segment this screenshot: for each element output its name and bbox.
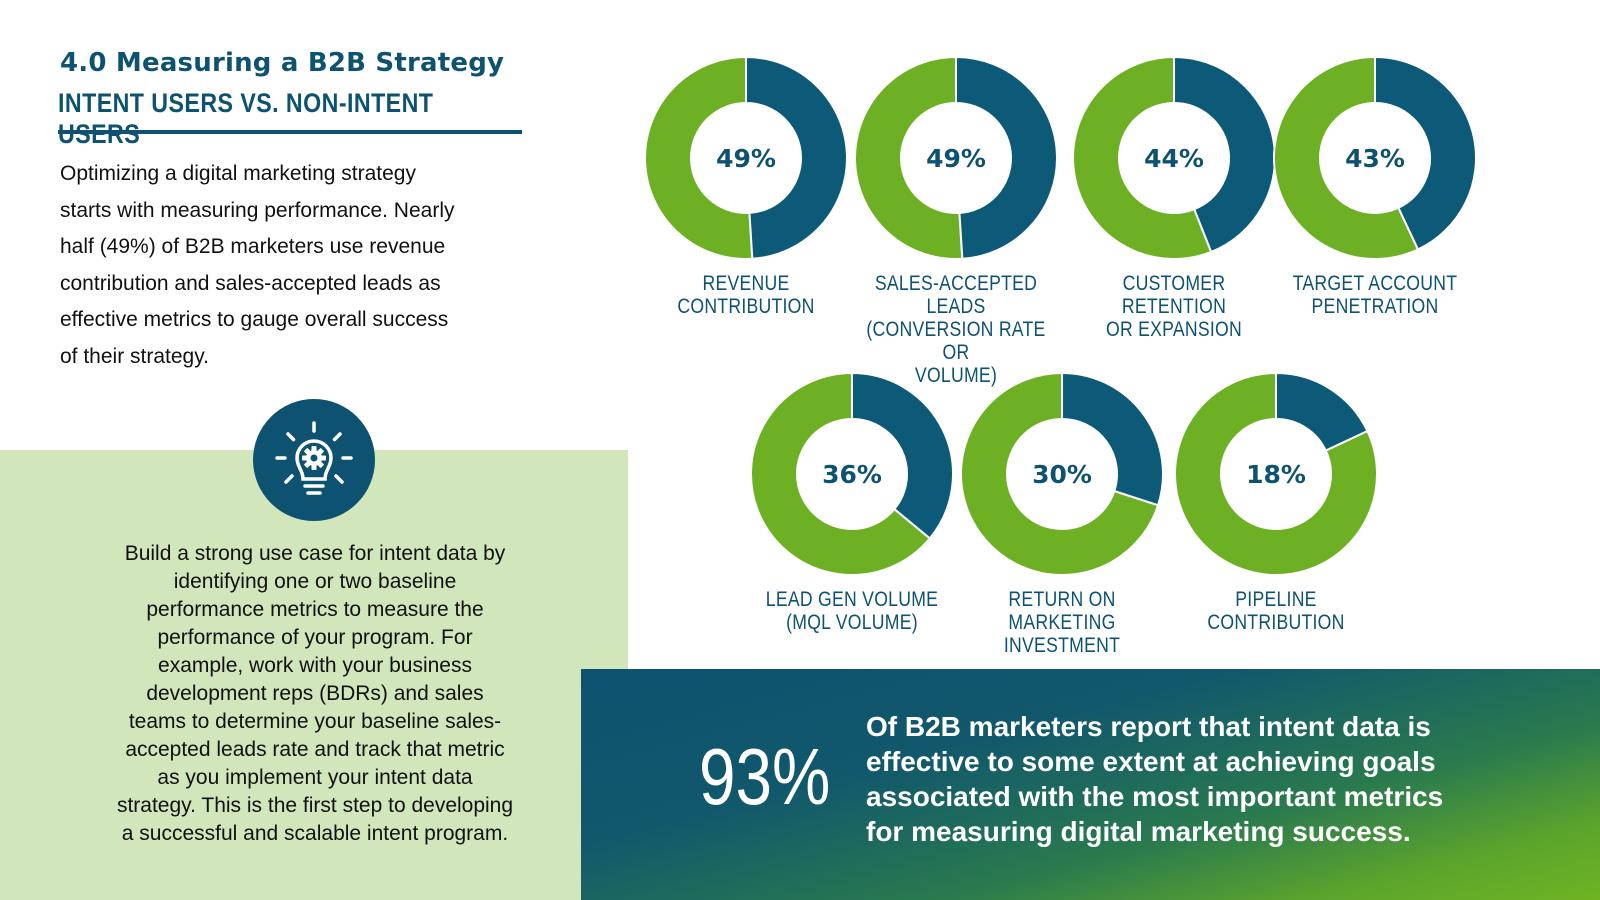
lightbulb-gear-icon bbox=[253, 399, 375, 521]
donut-3: 44% bbox=[1072, 55, 1276, 260]
donut-2: 49% bbox=[854, 55, 1058, 260]
tip-line: teams to determine your baseline sales- bbox=[128, 710, 502, 733]
donut-remainder-segment bbox=[1273, 55, 1420, 260]
tip-line: example, work with your business bbox=[158, 654, 472, 677]
tip-paragraph: Build a strong use case for intent data … bbox=[84, 540, 546, 848]
donut-value-label: 36% bbox=[822, 460, 882, 489]
donut-label-line: PENETRATION bbox=[1311, 295, 1439, 318]
donut-value-segment bbox=[1061, 371, 1164, 507]
donut-label-line: REVENUE CONTRIBUTION bbox=[677, 272, 815, 318]
donut-value-segment bbox=[955, 55, 1058, 260]
donut-value-label: 18% bbox=[1246, 460, 1306, 489]
donut-value-segment bbox=[851, 371, 954, 540]
donut-label-line: OR EXPANSION bbox=[1105, 318, 1243, 341]
donut-value-segment bbox=[745, 55, 848, 260]
donut-4: 43% bbox=[1273, 55, 1477, 260]
donut-category-label: PIPELINE CONTRIBUTION bbox=[1179, 588, 1372, 634]
donut-remainder-segment bbox=[644, 55, 754, 260]
donut-label-line: PIPELINE CONTRIBUTION bbox=[1207, 588, 1345, 634]
donut-label-line: (CONVERSION RATE OR bbox=[866, 318, 1046, 364]
intro-line: half (49%) of B2B marketers use revenue bbox=[60, 235, 446, 258]
intro-line: starts with measuring performance. Nearl… bbox=[60, 198, 455, 222]
donut-label-line: (MQL VOLUME) bbox=[786, 611, 918, 634]
donut-1: 49% bbox=[644, 55, 848, 260]
intro-paragraph: Optimizing a digital marketing strategy … bbox=[60, 156, 510, 375]
tip-line: development reps (BDRs) and sales bbox=[146, 682, 484, 705]
section-title: 4.0 Measuring a B2B Strategy bbox=[60, 48, 505, 78]
donut-value-segment bbox=[1275, 371, 1369, 452]
stat-description: Of B2B marketers report that intent data… bbox=[866, 709, 1526, 849]
stat-line: for measuring digital marketing success. bbox=[866, 816, 1411, 847]
donut-category-label: SALES-ACCEPTED LEADS (CONVERSION RATE OR V… bbox=[859, 272, 1052, 387]
intro-line: contribution and sales-accepted leads as bbox=[60, 271, 441, 295]
donut-value-label: 49% bbox=[716, 144, 776, 173]
tip-line: as you implement your intent data bbox=[157, 766, 473, 789]
donut-remainder-segment bbox=[1174, 371, 1378, 576]
donut-6: 30% bbox=[960, 371, 1164, 576]
donut-remainder-segment bbox=[960, 371, 1160, 576]
donut-value-label: 49% bbox=[926, 144, 986, 173]
donut-label-line: VOLUME) bbox=[914, 364, 998, 387]
donut-value-label: 30% bbox=[1032, 460, 1092, 489]
stat-line: effective to some extent at achieving go… bbox=[866, 746, 1436, 777]
donut-7: 18% bbox=[1174, 371, 1378, 576]
donut-label-line: SALES-ACCEPTED LEADS bbox=[874, 272, 1038, 318]
donut-value-segment bbox=[1173, 55, 1276, 254]
stat-banner: 93% Of B2B marketers report that intent … bbox=[581, 669, 1600, 900]
donut-label-line: INVESTMENT bbox=[1003, 634, 1121, 657]
donut-remainder-segment bbox=[1072, 55, 1213, 260]
donut-category-label: REVENUE CONTRIBUTION bbox=[649, 272, 842, 318]
tip-line: identifying one or two baseline bbox=[173, 570, 457, 593]
tip-line: a successful and scalable intent program… bbox=[121, 822, 509, 845]
donut-label-line: LEAD GEN VOLUME bbox=[765, 588, 939, 611]
donut-value-label: 43% bbox=[1345, 144, 1405, 173]
donut-category-label: TARGET ACCOUNT PENETRATION bbox=[1278, 272, 1471, 318]
tip-panel bbox=[0, 450, 628, 900]
donut-5: 36% bbox=[750, 371, 954, 576]
tip-line: performance metrics to measure the bbox=[146, 598, 484, 621]
intro-line: of their strategy. bbox=[60, 344, 210, 368]
big-stat-value: 93% bbox=[699, 732, 831, 821]
donut-label-line: CUSTOMER RETENTION bbox=[1121, 272, 1227, 318]
section-subtitle: INTENT USERS VS. NON-INTENT USERS bbox=[58, 88, 434, 149]
donut-label-line: RETURN ON MARKETING bbox=[1008, 588, 1116, 634]
intro-line: effective metrics to gauge overall succe… bbox=[60, 308, 449, 331]
tip-line: performance of your program. For bbox=[157, 626, 473, 649]
donut-value-label: 44% bbox=[1144, 144, 1204, 173]
tip-line: strategy. This is the first step to deve… bbox=[116, 794, 514, 817]
intro-line: Optimizing a digital marketing strategy bbox=[60, 162, 416, 185]
donut-remainder-segment bbox=[854, 55, 964, 260]
donut-category-label: CUSTOMER RETENTION OR EXPANSION bbox=[1077, 272, 1270, 341]
donut-category-label: LEAD GEN VOLUME (MQL VOLUME) bbox=[755, 588, 948, 634]
donut-value-segment bbox=[1374, 55, 1477, 251]
tip-line: Build a strong use case for intent data … bbox=[124, 542, 506, 565]
donut-category-label: RETURN ON MARKETING INVESTMENT bbox=[965, 588, 1158, 657]
stat-line: associated with the most important metri… bbox=[866, 781, 1444, 812]
donut-label-line: TARGET ACCOUNT bbox=[1292, 272, 1458, 295]
title-underline bbox=[58, 130, 522, 134]
donut-remainder-segment bbox=[750, 371, 932, 576]
tip-line: accepted leads rate and track that metri… bbox=[125, 738, 505, 761]
stat-line: Of B2B marketers report that intent data… bbox=[866, 711, 1431, 742]
